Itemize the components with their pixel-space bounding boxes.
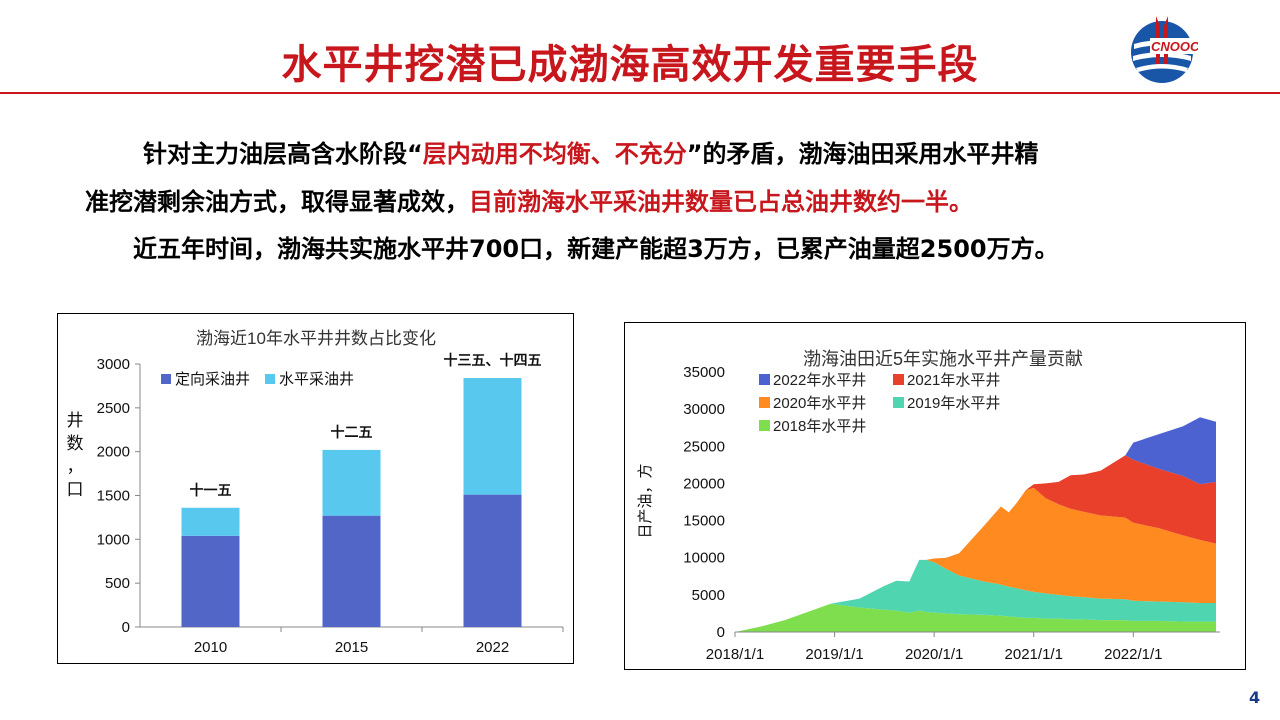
y-tick-label: 2500 [97,400,130,417]
x-tick-label: 2021/1/1 [1005,646,1063,663]
production-contribution-chart: 渤海油田近5年实施水平井产量贡献 0 5000 10000 15000 20000 2500… [637,349,1220,663]
page-title: 水平井挖潜已成渤海高效开发重要手段 [281,42,979,88]
legend-swatch [759,374,770,385]
y-tick-label: 20000 [683,475,725,492]
bar-directional-2022 [463,494,522,627]
y-tick-label: 30000 [683,401,725,418]
cnooc-logo-icon: CNOOC [1126,14,1202,86]
intro-line-1-highlight: 层内动用不均衡、不充分 [422,140,687,168]
page-number: 4 [1249,688,1261,707]
y-axis-label-char: 井 [67,411,84,430]
intro-line-1-a: 针对主力油层高含水阶段“ [143,140,423,168]
y-axis-label-char: 数 [67,434,84,453]
period-annotation: 十一五 [190,482,232,498]
legend-label: 2019年水平井 [907,395,1000,412]
area-2020年水平井 [735,487,1216,632]
period-annotation: 十二五 [331,424,373,440]
production-chart-panel: 渤海油田近5年实施水平井产量贡献 0 5000 10000 15000 20000 2500… [624,322,1246,670]
y-tick-label: 3000 [97,356,130,373]
legend-label: 水平采油井 [279,371,354,388]
legend-swatch [759,397,770,408]
area-2019年水平井 [735,559,1216,632]
area-2018年水平井 [735,603,1216,632]
well-count-chart-panel: 渤海近10年水平井井数占比变化 0 500 1000 1500 2000 2500 3000 井… [57,313,574,664]
intro-line-1-b: ”的矛盾，渤海油田采用水平井精 [686,140,1039,168]
bar-horizontal-2022 [463,378,522,495]
area-2022年水平井 [735,417,1216,632]
intro-line-3: 近五年时间，渤海共实施水平井700口，新建产能超3万方，已累产油量超2500万方… [133,235,1059,263]
legend-label: 2018年水平井 [773,418,866,435]
y-axis-label-char: 口 [67,480,84,499]
period-annotation: 十三五、十四五 [444,352,542,368]
x-tick-label: 2019/1/1 [805,646,863,663]
y-tick-label: 15000 [683,513,725,530]
logo-text: CNOOC [1151,39,1198,54]
bar-horizontal-2010 [181,507,240,536]
y-tick-label: 1500 [97,488,130,505]
legend-swatch [161,374,171,384]
area-2021年水平井 [735,455,1216,632]
intro-line-2-highlight: 目前渤海水平采油井数量已占总油井数约一半。 [469,188,973,216]
bar-directional-2010 [181,535,240,627]
y-axis-label: 日产油，方 [637,463,654,538]
legend-swatch [893,397,904,408]
legend-label: 2021年水平井 [907,372,1000,389]
y-tick-label: 5000 [692,587,725,604]
x-tick-label: 2010 [194,639,227,656]
y-tick-label: 500 [105,575,130,592]
legend-swatch [893,374,904,385]
y-tick-label: 0 [717,624,725,641]
y-tick-label: 1000 [97,531,130,548]
legend-label: 定向采油井 [175,371,250,388]
x-tick-label: 2022/1/1 [1104,646,1162,663]
title-divider [0,92,1280,94]
y-tick-label: 2000 [97,444,130,461]
bar-directional-2015 [322,515,381,627]
intro-line-2: 准挖潜剩余油方式，取得显著成效，目前渤海水平采油井数量已占总油井数约一半。 [85,187,973,217]
x-tick-label: 2015 [335,639,368,656]
x-tick-label: 2022 [476,639,509,656]
legend-label: 2022年水平井 [773,372,866,389]
y-tick-label: 10000 [683,550,725,567]
well-count-chart: 渤海近10年水平井井数占比变化 0 500 1000 1500 2000 2500 3000 井… [67,329,564,656]
legend-swatch [265,374,275,384]
y-tick-label: 0 [122,619,130,636]
y-tick-label: 35000 [683,364,725,381]
legend-label: 2020年水平井 [773,395,866,412]
x-tick-label: 2020/1/1 [905,646,963,663]
chart-title: 渤海近10年水平井井数占比变化 [196,329,436,348]
y-tick-label: 25000 [683,438,725,455]
intro-line-1: 针对主力油层高含水阶段“层内动用不均衡、不充分”的矛盾，渤海油田采用水平井精 [143,139,1039,169]
legend-swatch [759,420,770,431]
x-tick-label: 2018/1/1 [706,646,764,663]
bar-horizontal-2015 [322,449,381,516]
y-axis-label-char: ， [67,457,84,476]
intro-line-2-a: 准挖潜剩余油方式，取得显著成效， [85,188,469,216]
chart-title: 渤海油田近5年实施水平井产量贡献 [803,349,1083,369]
